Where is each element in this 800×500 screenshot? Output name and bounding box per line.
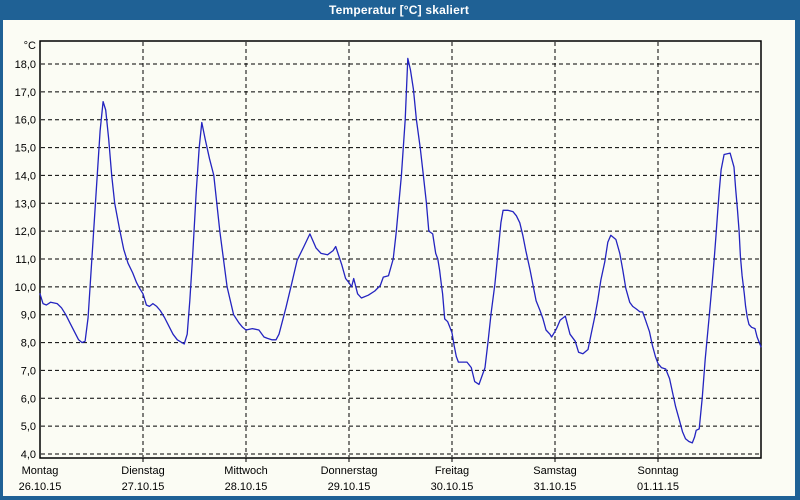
day-date-label: 30.10.15 [431,481,474,493]
y-tick-label: 7,0 [21,365,36,377]
temperature-chart: 18,0 17,0 16,0 15,0 14,0 13,0 12,0 11,0 10,0 9,0 8… [15,40,762,493]
day-date-label: 28.10.15 [225,481,268,493]
window-titlebar[interactable]: Temperatur [°C] skaliert [3,0,795,20]
day-name-label: Mittwoch [224,465,267,477]
y-tick-label: 5,0 [21,421,36,433]
y-tick-label: 11,0 [15,254,36,266]
y-tick-label: 16,0 [15,115,36,127]
y-tick-label: 14,0 [15,170,36,182]
x-axis-labels: Montag 26.10.15 Dienstag 27.10.15 Mittwoch 28… [19,465,679,493]
day-date-label: 01.11.15 [637,481,679,493]
y-tick-label: 4,0 [21,449,36,461]
y-tick-label: 10,0 [15,282,36,294]
window-title: Temperatur [°C] skaliert [328,3,470,17]
day-date-label: 29.10.15 [328,481,371,493]
y-tick-label: 9,0 [21,310,36,322]
y-tick-label: 15,0 [15,143,36,155]
y-gridlines [41,63,760,455]
day-name-label: Sonntag [638,465,679,477]
y-tick-label: 8,0 [21,338,36,350]
day-name-label: Freitag [435,465,469,477]
day-name-label: Samstag [533,465,576,477]
day-name-label: Dienstag [121,465,164,477]
day-date-label: 27.10.15 [122,481,165,493]
plot-border [39,40,762,459]
x-gridlines [142,42,659,457]
chart-area: 18,0 17,0 16,0 15,0 14,0 13,0 12,0 11,0 10,0 9,0 8… [3,20,795,496]
y-tick-label: 6,0 [21,393,36,405]
y-tick-label: 12,0 [15,226,36,238]
temperature-line [39,57,762,444]
y-tick-label: 17,0 [15,87,36,99]
day-date-label: 26.10.15 [19,481,62,493]
y-axis-labels: 18,0 17,0 16,0 15,0 14,0 13,0 12,0 11,0 10,0 9,0 8… [15,40,36,461]
y-tick-label: 18,0 [15,59,36,71]
day-name-label: Montag [22,465,59,477]
y-tick-label: 13,0 [15,198,36,210]
day-date-label: 31.10.15 [534,481,577,493]
day-name-label: Donnerstag [321,465,378,477]
y-axis-unit-label: °C [24,40,36,52]
